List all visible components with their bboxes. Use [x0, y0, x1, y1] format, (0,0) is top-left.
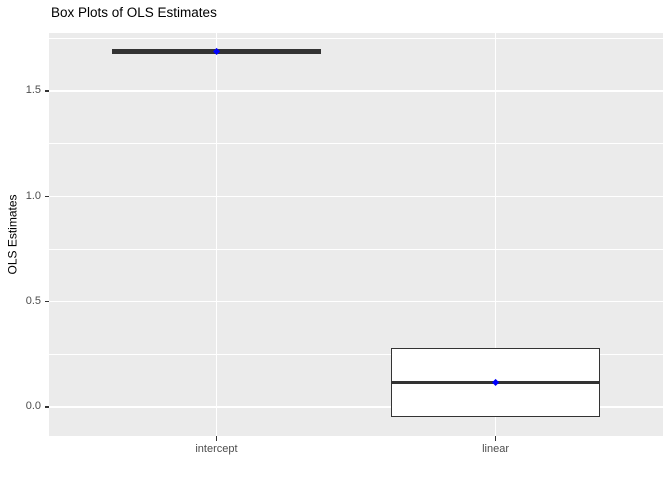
y-tick-label: 0.5 — [25, 295, 41, 308]
y-tick-mark — [44, 406, 49, 408]
chart-title: Box Plots of OLS Estimates — [51, 5, 217, 20]
plot-panel — [49, 33, 663, 436]
y-tick-label: 1.0 — [25, 189, 41, 202]
x-tick-label-intercept: intercept — [195, 443, 238, 455]
y-tick-mark — [44, 195, 49, 197]
major-gridline — [49, 300, 663, 303]
y-tick-mark — [44, 90, 49, 92]
y-tick-label: 0.0 — [25, 400, 41, 413]
minor-gridline — [49, 353, 663, 355]
x-tick-label-linear: linear — [482, 443, 509, 455]
major-gridline-x — [215, 33, 218, 436]
minor-gridline — [49, 248, 663, 250]
minor-gridline — [49, 143, 663, 145]
x-tick-mark — [215, 436, 218, 441]
x-tick-mark — [494, 436, 497, 441]
major-gridline — [49, 90, 663, 92]
y-tick-label: 1.5 — [25, 84, 41, 97]
major-gridline — [49, 406, 663, 408]
major-gridline-x — [494, 33, 497, 436]
minor-gridline — [49, 37, 663, 39]
major-gridline — [49, 195, 663, 197]
y-tick-mark — [44, 300, 49, 303]
y-axis-title: OLS Estimates — [5, 194, 20, 275]
